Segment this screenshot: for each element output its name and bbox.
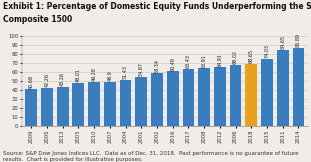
Bar [151, 73, 163, 126]
Text: 74.03: 74.03 [265, 45, 270, 58]
Bar [261, 59, 273, 126]
Text: 68.02: 68.02 [233, 50, 238, 64]
Text: 51.43: 51.43 [123, 65, 128, 79]
Bar [167, 71, 179, 126]
Bar [72, 83, 84, 126]
Bar [135, 77, 147, 126]
Text: 40.68: 40.68 [29, 75, 34, 89]
Text: 54.87: 54.87 [139, 62, 144, 76]
Text: 43.26: 43.26 [60, 72, 65, 86]
Bar [183, 69, 194, 126]
Bar [57, 87, 68, 126]
Text: 49.28: 49.28 [91, 67, 97, 81]
Text: 86.89: 86.89 [296, 33, 301, 47]
Bar [277, 50, 289, 126]
Text: 48.9: 48.9 [107, 70, 112, 81]
Bar [88, 82, 100, 126]
Bar [198, 68, 210, 126]
Bar [214, 68, 226, 126]
Text: 60.49: 60.49 [170, 57, 175, 71]
Text: 63.43: 63.43 [186, 54, 191, 68]
Bar [41, 88, 53, 126]
Text: 63.91: 63.91 [202, 54, 207, 68]
Text: 64.91: 64.91 [217, 53, 222, 67]
Text: 68.65: 68.65 [249, 49, 254, 63]
Text: Composite 1500: Composite 1500 [3, 15, 72, 24]
Bar [104, 82, 116, 126]
Bar [120, 80, 132, 126]
Bar [293, 47, 304, 126]
Text: 58.34: 58.34 [155, 59, 160, 73]
Text: 84.65: 84.65 [280, 35, 285, 49]
Bar [230, 65, 241, 126]
Text: Source: S&P Dow Jones Indices LLC.  Data as of Dec. 31, 2018.  Past performance : Source: S&P Dow Jones Indices LLC. Data … [3, 151, 299, 162]
Bar [245, 64, 257, 126]
Bar [25, 89, 37, 126]
Text: 48.01: 48.01 [76, 68, 81, 82]
Text: 42.26: 42.26 [44, 73, 49, 87]
Text: Exhibit 1: Percentage of Domestic Equity Funds Underperforming the S&P: Exhibit 1: Percentage of Domestic Equity… [3, 2, 311, 11]
